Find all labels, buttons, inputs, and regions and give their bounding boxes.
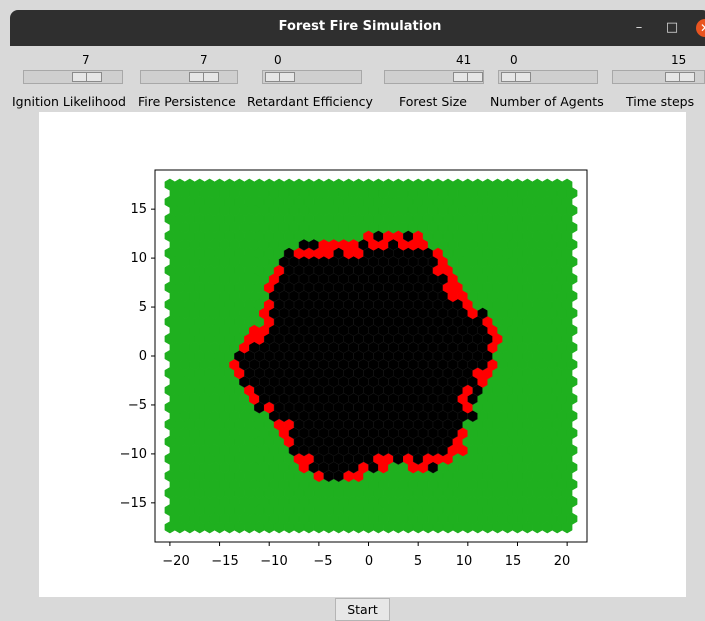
fire-persistence-value: 7 <box>200 53 208 67</box>
start-button[interactable]: Start <box>335 598 390 621</box>
hex-cell <box>442 178 454 191</box>
x-tick-label: 5 <box>414 554 422 569</box>
hex-cell <box>293 178 305 191</box>
slider-thumb[interactable] <box>501 72 531 82</box>
x-tick-label: −20 <box>162 554 189 569</box>
hex-cell <box>204 178 215 191</box>
hex-cell <box>462 178 474 191</box>
hex-cell <box>532 178 543 191</box>
minimize-icon[interactable]: – <box>635 20 643 35</box>
hex-cell <box>214 178 225 191</box>
hex-cell <box>303 178 315 191</box>
hex-cell <box>343 178 354 191</box>
hex-cell <box>263 178 275 191</box>
hex-cell <box>194 178 205 191</box>
y-axis: 15 10 5 0 −5 −10 −15 <box>120 202 147 511</box>
hex-cell <box>273 178 285 191</box>
forest-size-slider[interactable] <box>384 70 484 84</box>
maximize-icon[interactable]: □ <box>665 20 679 35</box>
retardant-efficiency-value: 0 <box>274 53 282 67</box>
hex-cell <box>522 178 533 191</box>
time-steps-slider[interactable] <box>612 70 705 84</box>
hex-cell <box>452 178 464 191</box>
y-tick-label: −10 <box>120 447 147 462</box>
title-bar[interactable]: Forest Fire Simulation – □ ✕ <box>10 10 705 46</box>
window-title: Forest Fire Simulation <box>278 19 442 34</box>
slider-thumb[interactable] <box>72 72 102 82</box>
hex-cell <box>432 178 444 191</box>
ignition-likelihood-label: Ignition Likelihood <box>12 94 126 109</box>
y-tick-label: 0 <box>139 349 147 364</box>
slider-thumb[interactable] <box>265 72 295 82</box>
y-tick-label: 15 <box>130 202 147 217</box>
x-tick-label: 20 <box>554 554 571 569</box>
hex-cell <box>363 178 374 191</box>
hex-cell <box>412 178 424 191</box>
hex-cell <box>283 178 295 191</box>
hex-cell <box>373 178 384 191</box>
time-steps-label: Time steps <box>626 94 695 109</box>
plot-canvas: −20 −15 −10 −5 0 5 10 15 20 15 10 5 0 −5… <box>39 112 686 597</box>
hex-grid <box>164 178 578 534</box>
hex-cell <box>234 178 245 191</box>
tick-marks <box>151 208 568 546</box>
number-of-agents-value: 0 <box>510 53 518 67</box>
ignition-likelihood-slider[interactable] <box>23 70 123 84</box>
y-tick-label: −15 <box>120 496 147 511</box>
hex-cell <box>393 178 404 191</box>
hex-cell <box>551 178 563 191</box>
slider-thumb[interactable] <box>189 72 219 82</box>
hex-cell <box>244 178 255 191</box>
hex-cell <box>164 178 176 191</box>
retardant-efficiency-slider[interactable] <box>262 70 362 84</box>
hex-cell <box>383 178 394 191</box>
close-icon[interactable]: ✕ <box>696 19 705 37</box>
hex-cell <box>313 178 325 191</box>
forest-size-value: 41 <box>456 53 472 67</box>
hex-cell <box>561 178 573 191</box>
hex-cell <box>502 178 513 191</box>
y-tick-label: 10 <box>130 251 147 266</box>
forest-plot: −20 −15 −10 −5 0 5 10 15 20 15 10 5 0 −5… <box>120 169 588 569</box>
fire-persistence-label: Fire Persistence <box>138 94 236 109</box>
number-of-agents-label: Number of Agents <box>490 94 604 109</box>
hex-cell <box>403 178 414 191</box>
hex-cell <box>323 178 335 191</box>
hex-cell <box>254 178 265 191</box>
hex-cell <box>184 178 195 191</box>
y-tick-label: −5 <box>128 398 147 413</box>
hex-cell <box>482 178 493 191</box>
number-of-agents-slider[interactable] <box>498 70 598 84</box>
x-tick-label: 0 <box>365 554 373 569</box>
ignition-likelihood-value: 7 <box>82 53 90 67</box>
hex-cell <box>422 178 434 191</box>
retardant-efficiency-label: Retardant Efficiency <box>247 94 373 109</box>
x-tick-label: −15 <box>211 554 238 569</box>
slider-thumb[interactable] <box>453 72 483 82</box>
slider-thumb[interactable] <box>665 72 695 82</box>
hex-cell <box>542 178 553 191</box>
hex-cell <box>492 178 503 191</box>
y-tick-label: 5 <box>139 300 147 315</box>
hex-cell <box>512 178 523 191</box>
hex-cell <box>174 178 186 191</box>
fire-persistence-slider[interactable] <box>140 70 238 84</box>
time-steps-value: 15 <box>671 53 687 67</box>
hex-cell <box>472 178 483 191</box>
hex-cell <box>224 178 235 191</box>
hex-cell <box>353 178 364 191</box>
x-tick-label: −10 <box>260 554 287 569</box>
x-tick-label: 10 <box>456 554 473 569</box>
x-tick-label: 15 <box>505 554 522 569</box>
x-tick-label: −5 <box>313 554 332 569</box>
hex-cell <box>333 178 344 191</box>
forest-size-label: Forest Size <box>399 94 467 109</box>
x-axis: −20 −15 −10 −5 0 5 10 15 20 <box>162 554 570 569</box>
